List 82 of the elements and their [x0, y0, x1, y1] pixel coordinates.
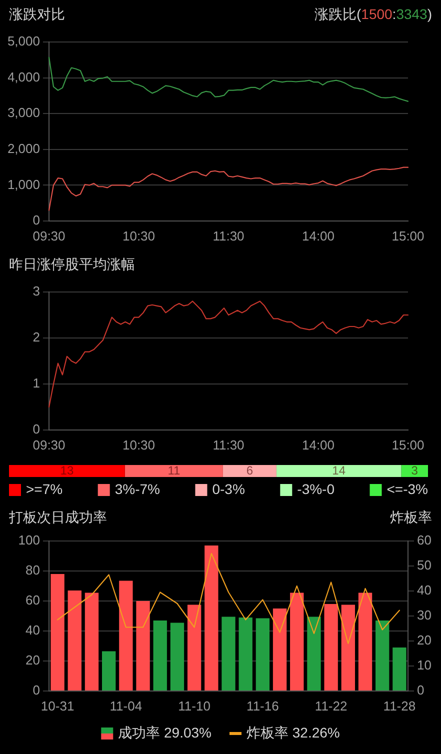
- x-tick-label: 11-22: [314, 698, 348, 714]
- y2-axis-title: 炸板率: [390, 508, 432, 525]
- bar: [276, 465, 402, 477]
- x-tick-label: 11:30: [212, 437, 244, 452]
- chart-subtitle: 涨跌比(1500:3343): [314, 6, 432, 22]
- x-tick-label: 14:00: [302, 437, 335, 452]
- x-tick-label: 11-16: [246, 698, 279, 714]
- bar: [170, 622, 184, 690]
- bar: [9, 465, 125, 477]
- y-tick-label: 3,000: [7, 105, 40, 120]
- bar: [102, 651, 116, 690]
- bar: [376, 620, 390, 690]
- x-tick-label: 11:30: [212, 228, 244, 244]
- y2-tick-label: 20: [417, 632, 432, 648]
- y-tick-label: 2,000: [7, 140, 40, 156]
- bar: [187, 604, 202, 690]
- y-tick-label: 1: [32, 376, 40, 391]
- bar: [153, 620, 167, 690]
- legend-label: <=-3%: [386, 480, 428, 497]
- x-tick-label: 11-04: [110, 698, 142, 714]
- bar: [341, 604, 356, 690]
- y2-tick-label: 40: [417, 582, 432, 598]
- y-tick-label: 5,000: [7, 34, 40, 49]
- bar: [324, 604, 338, 690]
- legend-label: 成功率 29.03%: [118, 724, 212, 740]
- bar: [204, 546, 218, 690]
- data-label: 13: [60, 463, 74, 478]
- legend-label: 炸板率 32.26%: [246, 724, 340, 740]
- x-tick-label: 15:00: [392, 228, 424, 244]
- legend-label: >=7%: [26, 480, 63, 497]
- x-tick-label: 09:30: [32, 228, 66, 244]
- bar: [238, 618, 252, 690]
- y-tick-label: 80: [26, 562, 40, 578]
- x-tick-label: 14:00: [302, 228, 335, 244]
- bar: [50, 574, 64, 690]
- x-tick-label: 11-10: [178, 698, 210, 714]
- bar: [401, 465, 428, 477]
- y2-tick-label: 30: [417, 608, 432, 623]
- x-tick-label: 10-31: [40, 698, 74, 714]
- y-tick-label: 4,000: [7, 69, 40, 84]
- bar: [68, 590, 82, 690]
- x-tick-label: 10:30: [122, 228, 156, 244]
- x-tick-label: 09:30: [32, 437, 66, 452]
- bar: [392, 647, 406, 690]
- y-tick-label: 0: [32, 682, 40, 698]
- y-tick-label: 40: [26, 622, 40, 638]
- y2-tick-label: 50: [417, 558, 432, 573]
- y-tick-label: 60: [26, 592, 40, 608]
- legend-label: 0-3%: [212, 480, 245, 497]
- y-tick-label: 2: [32, 330, 40, 345]
- y2-tick-label: 0: [417, 682, 424, 698]
- y2-tick-label: 10: [417, 658, 432, 673]
- y-tick-label: 100: [18, 532, 40, 548]
- data-label: 11: [168, 463, 180, 478]
- bar: [222, 465, 276, 477]
- chart-title: 打板次日成功率: [8, 508, 107, 525]
- y2-tick-label: 60: [417, 532, 432, 548]
- bar: [358, 592, 372, 690]
- bar: [84, 592, 99, 690]
- data-label: 14: [332, 463, 346, 478]
- y-tick-label: 20: [26, 652, 40, 668]
- y-tick-label: 0: [32, 422, 40, 437]
- legend-label: -3%-0: [297, 480, 335, 497]
- bar: [272, 608, 287, 690]
- data-label: 3: [411, 463, 418, 478]
- bar: [124, 465, 223, 477]
- bar: [307, 616, 321, 690]
- bar: [256, 618, 270, 690]
- chart-title: 昨日涨停股平均涨幅: [9, 256, 135, 272]
- y-tick-label: 3: [32, 284, 40, 299]
- chart-title: 涨跌对比: [9, 6, 65, 22]
- bar: [119, 580, 133, 690]
- bar: [290, 592, 304, 690]
- x-tick-label: 15:00: [392, 437, 424, 452]
- y-tick-label: 0: [32, 212, 40, 228]
- x-tick-label: 10:30: [122, 437, 156, 452]
- x-tick-label: 11-28: [383, 698, 416, 714]
- bar: [222, 616, 236, 690]
- legend-label: 3%-7%: [114, 480, 160, 497]
- y-tick-label: 1,000: [7, 176, 40, 192]
- data-label: 6: [246, 463, 254, 478]
- bar: [136, 601, 150, 690]
